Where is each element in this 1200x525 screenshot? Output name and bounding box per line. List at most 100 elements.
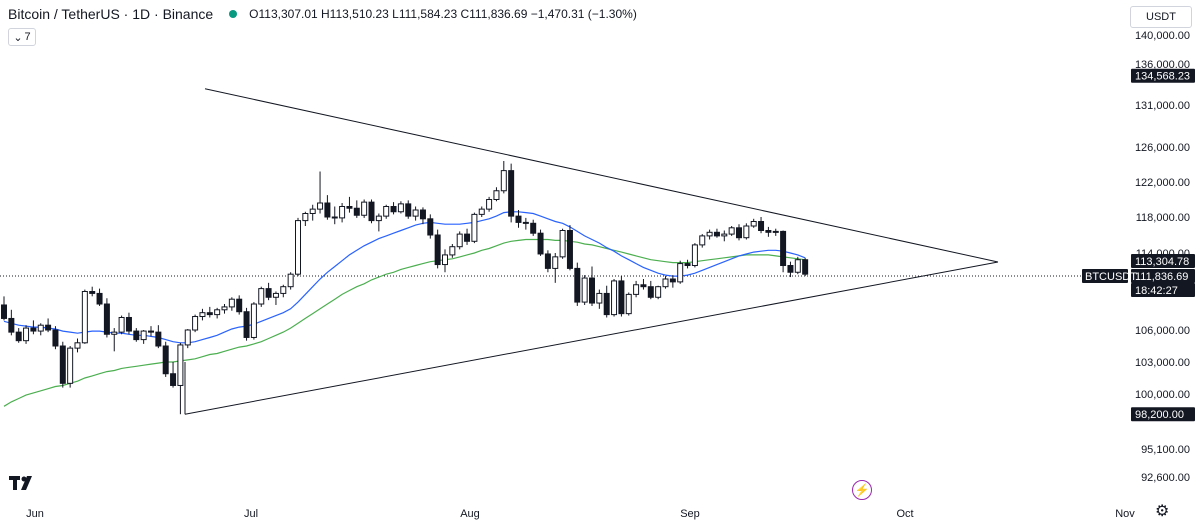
candle [449, 244, 456, 258]
indicators-toggle[interactable]: ⌄ 7 [8, 28, 36, 46]
candle [59, 341, 66, 388]
candle [23, 325, 30, 344]
candle [728, 226, 735, 236]
price-axis[interactable]: 140,000.00 136,000.00 131,000.00 126,000.00… [1135, 30, 1190, 484]
candle [486, 196, 493, 212]
candle [655, 285, 662, 300]
candle [566, 225, 573, 271]
candle [721, 230, 728, 242]
y-tick-label: 92,600.00 [1141, 472, 1190, 484]
candle [397, 201, 404, 214]
trendlines[interactable] [184, 88, 999, 415]
candles [1, 161, 809, 415]
y-tick-label: 140,000.00 [1135, 30, 1190, 42]
ma-slow-line [3, 238, 806, 407]
candle [250, 302, 257, 340]
y-tick-label: 136,000.00 [1135, 59, 1190, 71]
price-badge: 113,304.78 [1131, 254, 1195, 268]
candle [214, 307, 221, 319]
symbol-title[interactable]: Bitcoin / TetherUS · 1D · Binance [8, 6, 214, 22]
indicators-count: 7 [24, 31, 31, 43]
price-badge: 98,200.00 [1131, 407, 1195, 422]
market-status-dot [229, 10, 238, 18]
price-badge: 134,568.23 [1131, 68, 1195, 83]
candle [589, 266, 595, 306]
candle [552, 253, 559, 283]
candle [74, 338, 81, 353]
lower-trendline[interactable] [184, 261, 999, 415]
candle [456, 231, 463, 250]
candle [155, 325, 162, 349]
candle [30, 320, 37, 335]
candle [162, 341, 169, 377]
candle [691, 243, 698, 268]
y-tick-label: 131,000.00 [1135, 100, 1190, 112]
candle [287, 272, 294, 290]
candle [471, 212, 478, 244]
candle [133, 328, 140, 342]
candle [89, 286, 96, 297]
candle [743, 223, 750, 240]
candle [412, 206, 419, 221]
candle [780, 230, 787, 273]
candle [361, 199, 368, 218]
candle [184, 329, 191, 349]
currency-selector[interactable]: USDT [1130, 6, 1192, 28]
candle [309, 204, 316, 221]
candle [125, 312, 132, 335]
candle [419, 207, 426, 225]
candle [192, 314, 199, 333]
lightning-icon[interactable]: ⚡ [852, 480, 872, 500]
symbol-badge-label: BTCUSDT [1085, 271, 1137, 283]
candle [103, 298, 110, 338]
candle [581, 275, 588, 305]
candle [625, 292, 632, 316]
price-badge-label: 98,200.00 [1135, 409, 1184, 421]
candle [500, 161, 507, 194]
candle [258, 286, 265, 307]
candle [52, 326, 59, 350]
x-tick-label: Aug [460, 508, 480, 520]
candle [1, 296, 7, 321]
candle [611, 278, 618, 317]
candle [324, 195, 331, 220]
candle [765, 226, 772, 237]
price-badge-label: 113,304.78 [1135, 256, 1189, 268]
candle [302, 211, 309, 226]
time-axis[interactable]: Jun Jul Aug Sep Oct Nov [26, 508, 1135, 520]
candle [228, 297, 235, 311]
candle [478, 206, 485, 217]
candle [522, 217, 529, 230]
candle [442, 249, 448, 273]
candle [493, 187, 500, 202]
gear-icon[interactable]: ⚙ [1155, 503, 1170, 520]
candle [662, 276, 669, 289]
candle [111, 328, 118, 352]
candle [177, 342, 184, 415]
candle [802, 257, 809, 277]
upper-trendline[interactable] [204, 88, 999, 263]
candle [684, 259, 691, 269]
candle [706, 229, 713, 240]
candle [603, 285, 610, 318]
candle [464, 228, 471, 245]
candle [295, 217, 301, 277]
candle [199, 308, 206, 321]
candle [647, 280, 654, 300]
candle [346, 196, 353, 213]
ohlc-readout: O113,307.01 H113,510.23 L111,584.23 C111… [249, 7, 637, 21]
candle [15, 328, 22, 343]
y-tick-label: 118,000.00 [1136, 212, 1190, 224]
candle [96, 288, 103, 306]
tradingview-logo-icon[interactable] [9, 474, 39, 495]
candle [515, 210, 522, 228]
candle [544, 250, 551, 273]
candle [405, 200, 412, 219]
price-badge-label: 111,836.69 [1135, 271, 1188, 283]
candle [787, 261, 794, 278]
candle [67, 346, 74, 388]
candle [537, 229, 544, 256]
candle [170, 362, 177, 388]
candle [758, 217, 765, 234]
